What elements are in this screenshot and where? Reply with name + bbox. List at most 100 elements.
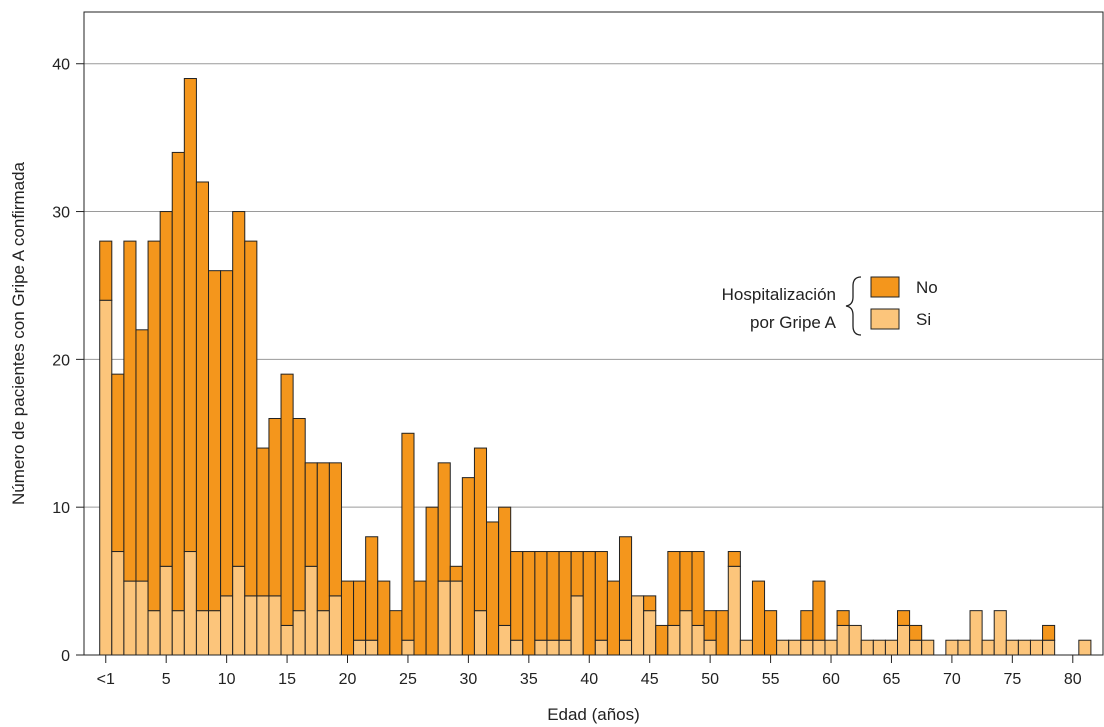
bar-si-2 — [123, 580, 137, 656]
y-axis-label: Número de pacientes con Gripe A confirma… — [9, 161, 28, 505]
bar-no-52 — [727, 551, 741, 567]
bar-no-41 — [594, 551, 608, 641]
x-tick-label-10: 10 — [218, 671, 236, 688]
bar-si-60 — [824, 639, 838, 656]
bar-si-58 — [800, 639, 814, 656]
x-tick-label-50: 50 — [701, 671, 719, 688]
bar-no-37 — [546, 551, 560, 641]
bar-si-39 — [570, 595, 584, 656]
bar-si-74 — [993, 610, 1007, 656]
bar-si-50 — [703, 639, 717, 656]
bar-si-34 — [510, 639, 524, 656]
y-tick-label-0: 0 — [61, 648, 70, 665]
bar-si-77 — [1029, 639, 1044, 656]
bar-no-10 — [220, 270, 234, 597]
bar-no-33 — [498, 506, 512, 626]
x-axis-label: Edad (años) — [547, 705, 640, 724]
bar-si-63 — [860, 639, 874, 656]
bar-no-1 — [111, 373, 125, 553]
bar-si-28 — [437, 580, 451, 656]
bar-si-16 — [292, 610, 306, 656]
x-tick-label-35: 35 — [520, 671, 538, 688]
bar-no-13 — [256, 447, 270, 597]
bar-si-64 — [872, 639, 886, 656]
bar-no-12 — [244, 240, 258, 597]
bar-no-9 — [208, 270, 222, 612]
bar-si-33 — [498, 624, 512, 656]
bar-no-47 — [667, 551, 681, 626]
y-tick-label-20: 20 — [52, 352, 70, 369]
bar-si-22 — [365, 639, 379, 656]
bar-no-45 — [643, 595, 657, 612]
legend-brace-icon — [845, 276, 862, 336]
y-tick-label-10: 10 — [52, 500, 70, 517]
bar-si-48 — [679, 610, 693, 656]
bar-no-27 — [425, 506, 439, 656]
x-tick-label-25: 25 — [399, 671, 417, 688]
legend-label-si: Si — [916, 310, 931, 329]
bars — [99, 78, 1092, 656]
bar-no-78 — [1042, 624, 1056, 641]
bar-no-28 — [437, 462, 451, 582]
bar-si-72 — [969, 610, 983, 656]
bar-no-49 — [691, 551, 705, 626]
bar-si-17 — [304, 565, 318, 656]
bar-no-31 — [473, 447, 488, 612]
bar-si-38 — [558, 639, 572, 656]
bar-no-5 — [159, 211, 173, 567]
bar-no-66 — [897, 610, 911, 626]
x-tick-label-20: 20 — [339, 671, 357, 688]
bar-si-18 — [316, 610, 330, 656]
bar-no-0 — [99, 240, 113, 301]
bar-si-21 — [353, 639, 367, 656]
bar-no-6 — [171, 151, 185, 612]
bar-no-2 — [123, 240, 137, 582]
x-tick-label-55: 55 — [762, 671, 780, 688]
bar-si-19 — [328, 595, 342, 656]
bar-no-42 — [606, 580, 620, 656]
bar-si-12 — [244, 595, 258, 656]
bar-si-52 — [727, 565, 741, 656]
bar-si-5 — [159, 565, 173, 656]
bar-si-13 — [256, 595, 270, 656]
bar-no-11 — [232, 211, 246, 567]
y-tick-label-30: 30 — [52, 205, 70, 222]
bar-si-11 — [232, 565, 246, 656]
x-tick-label-60: 60 — [822, 671, 840, 688]
bar-no-40 — [582, 551, 596, 656]
bar-no-35 — [522, 551, 536, 656]
legend-label-no: No — [916, 278, 938, 297]
bar-no-46 — [655, 624, 669, 656]
bar-si-14 — [268, 595, 282, 656]
bar-no-15 — [280, 373, 294, 626]
bar-si-3 — [135, 580, 149, 656]
x-tick-label-70: 70 — [943, 671, 961, 688]
bar-si-66 — [897, 624, 911, 656]
bar-no-22 — [365, 536, 379, 641]
bar-no-24 — [389, 610, 403, 656]
bar-si-68 — [921, 639, 935, 656]
axes: 0 10 20 30 40 <1 5 10 15 20 25 30 35 40 45 50 55 60 65 70 75… — [52, 57, 1082, 688]
x-tick-label-15: 15 — [278, 671, 296, 688]
bar-si-65 — [884, 639, 899, 656]
bar-no-30 — [461, 477, 475, 656]
bar-no-54 — [751, 580, 766, 656]
bar-no-51 — [715, 610, 729, 656]
y-tick-label-40: 40 — [52, 57, 70, 74]
bar-no-32 — [486, 521, 500, 656]
bar-si-75 — [1005, 639, 1019, 656]
bar-si-7 — [183, 551, 197, 656]
bar-no-25 — [401, 432, 415, 641]
bar-no-67 — [909, 624, 923, 641]
bar-si-81 — [1078, 639, 1092, 656]
bar-no-19 — [328, 462, 342, 597]
x-tick-label-5: 5 — [162, 671, 171, 688]
bar-si-1 — [111, 551, 125, 656]
bar-no-36 — [534, 551, 548, 641]
bar-si-59 — [812, 639, 826, 656]
bar-no-4 — [147, 240, 161, 612]
bar-si-36 — [534, 639, 548, 656]
legend: Hospitalización por Gripe A No Si — [722, 276, 938, 336]
bar-si-44 — [631, 595, 645, 656]
